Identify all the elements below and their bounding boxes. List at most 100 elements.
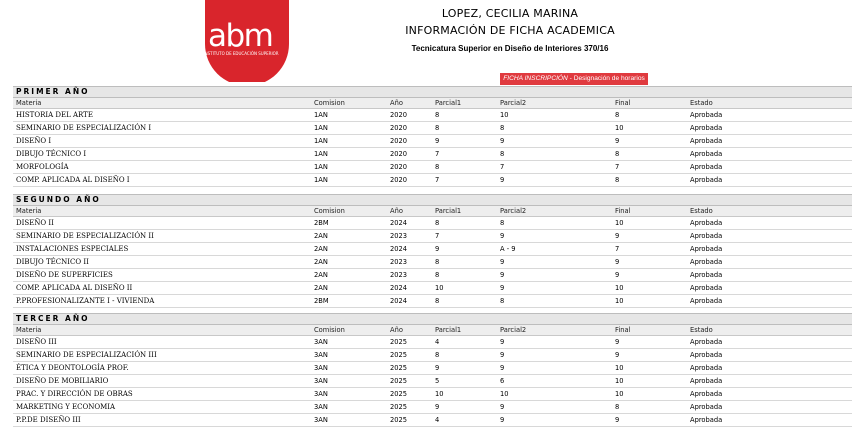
column-header-row: Materia Comision Año Parcial1 Parcial2 Final E… [13, 325, 852, 336]
table-cell: 2AN [311, 268, 387, 282]
table-cell: 1AN [311, 147, 387, 161]
table-cell: 7 [612, 160, 687, 174]
table-cell: Aprobada [687, 134, 852, 148]
table-cell: 8 [432, 268, 497, 282]
table-cell: Aprobada [687, 229, 852, 243]
table-cell: Aprobada [687, 160, 852, 174]
table-cell: 2BM [311, 216, 387, 230]
table-cell: 2024 [387, 216, 432, 230]
ficha-inscripcion-button[interactable]: FICHA INSCRIPCIÓN - Designación de horar… [500, 73, 648, 85]
page-title: INFORMACIÓN DE FICHA ACADEMICA [405, 24, 615, 37]
table-row: MORFOLOGÍA 1AN 2020 8 7 7 Aprobada [13, 160, 852, 174]
table-row: SEMINARIO DE ESPECIALIZACIÓN III 3AN 2025 8… [13, 348, 852, 362]
column-header: Final [612, 98, 687, 109]
table-cell: Aprobada [687, 242, 852, 256]
table-row: DISEÑO II 2BM 2024 8 8 10 Aprobada [13, 216, 852, 230]
table-row: DISEÑO DE MOBILIARIO 3AN 2025 5 6 10 Aprobada [13, 374, 852, 388]
table-cell: 2020 [387, 160, 432, 174]
table-cell: 1AN [311, 121, 387, 135]
table-row: DISEÑO DE SUPERFICIES 2AN 2023 8 9 9 Aprobada [13, 268, 852, 282]
table-cell: Aprobada [687, 255, 852, 269]
table-row: P.PROFESIONALIZANTE I - VIVIENDA 2BM 2024 8… [13, 294, 852, 308]
table-cell: 2BM [311, 294, 387, 308]
table-cell: 2025 [387, 361, 432, 375]
column-header: Parcial2 [497, 98, 612, 109]
abm-logo: abm INSTITUTO DE EDUCACIÓN SUPERIOR [203, 0, 289, 82]
table-cell: 8 [497, 147, 612, 161]
table-cell: 2020 [387, 134, 432, 148]
table-cell: 2020 [387, 173, 432, 187]
column-header: Materia [13, 325, 311, 336]
table-cell: 8 [432, 108, 497, 122]
ficha-prefix: FICHA INSCRIPCIÓN [503, 75, 568, 82]
table-cell: 9 [497, 281, 612, 295]
section-2: SEGUNDO AÑO Materia Comision Año Parcial1 Par… [13, 194, 852, 308]
table-row: ÉTICA Y DEONTOLOGÍA PROF. 3AN 2025 9 9 10 Apro… [13, 361, 852, 375]
table-cell: SEMINARIO DE ESPECIALIZACIÓN II [13, 229, 311, 243]
table-cell: 2025 [387, 335, 432, 349]
table-cell: 9 [612, 255, 687, 269]
table-row: SEMINARIO DE ESPECIALIZACIÓN I 1AN 2020 8 8 1… [13, 121, 852, 135]
table-cell: 3AN [311, 335, 387, 349]
table-cell: 2020 [387, 147, 432, 161]
table-cell: 9 [497, 268, 612, 282]
table-cell: 2AN [311, 255, 387, 269]
table-cell: 9 [497, 134, 612, 148]
table-cell: 9 [497, 255, 612, 269]
table-cell: 2AN [311, 281, 387, 295]
table-cell: 8 [432, 216, 497, 230]
column-header: Estado [687, 98, 852, 109]
table-cell: 3AN [311, 361, 387, 375]
table-cell: DISEÑO I [13, 134, 311, 148]
table-cell: 4 [432, 335, 497, 349]
column-header: Parcial2 [497, 206, 612, 217]
table-cell: PRAC. Y DIRECCIÓN DE OBRAS [13, 387, 311, 401]
section-title: TERCER AÑO [13, 313, 852, 325]
table-cell: Aprobada [687, 348, 852, 362]
column-header: Materia [13, 206, 311, 217]
table-cell: 7 [432, 229, 497, 243]
table-cell: 2024 [387, 281, 432, 295]
table-cell: 9 [432, 400, 497, 414]
table-cell: 3AN [311, 387, 387, 401]
table-cell: 10 [612, 216, 687, 230]
column-header: Año [387, 325, 432, 336]
table-cell: 2AN [311, 229, 387, 243]
table-cell: 2AN [311, 242, 387, 256]
table-cell: 8 [612, 108, 687, 122]
table-cell: 6 [497, 374, 612, 388]
section-title: SEGUNDO AÑO [13, 194, 852, 206]
column-header: Parcial2 [497, 325, 612, 336]
table-cell: DISEÑO DE SUPERFICIES [13, 268, 311, 282]
table-cell: 9 [612, 335, 687, 349]
table-cell: 9 [497, 173, 612, 187]
table-cell: 10 [432, 281, 497, 295]
table-cell: Aprobada [687, 268, 852, 282]
table-cell: 7 [432, 147, 497, 161]
table-cell: 10 [497, 387, 612, 401]
table-cell: 10 [612, 294, 687, 308]
table-cell: INSTALACIONES ESPECIALES [13, 242, 311, 256]
table-cell: 10 [432, 387, 497, 401]
table-cell: 2020 [387, 108, 432, 122]
column-header: Final [612, 206, 687, 217]
table-cell: 2024 [387, 242, 432, 256]
table-cell: 2023 [387, 229, 432, 243]
table-cell: 8 [612, 147, 687, 161]
table-cell: 9 [612, 348, 687, 362]
column-header-row: Materia Comision Año Parcial1 Parcial2 Final E… [13, 206, 852, 217]
table-row: DISEÑO I 1AN 2020 9 9 9 Aprobada [13, 134, 852, 148]
section-1: PRIMER AÑO Materia Comision Año Parcial1 Parc… [13, 86, 852, 187]
table-cell: 8 [432, 348, 497, 362]
table-cell: P.PROFESIONALIZANTE I - VIVIENDA [13, 294, 311, 308]
table-cell: 10 [612, 387, 687, 401]
table-cell: 1AN [311, 173, 387, 187]
column-header-row: Materia Comision Año Parcial1 Parcial2 Final E… [13, 98, 852, 109]
table-cell: 2025 [387, 400, 432, 414]
table-cell: 9 [497, 229, 612, 243]
table-row: DISEÑO III 3AN 2025 4 9 9 Aprobada [13, 335, 852, 349]
table-cell: 3AN [311, 348, 387, 362]
column-header: Comision [311, 206, 387, 217]
table-cell: 2025 [387, 387, 432, 401]
table-cell: 2023 [387, 268, 432, 282]
